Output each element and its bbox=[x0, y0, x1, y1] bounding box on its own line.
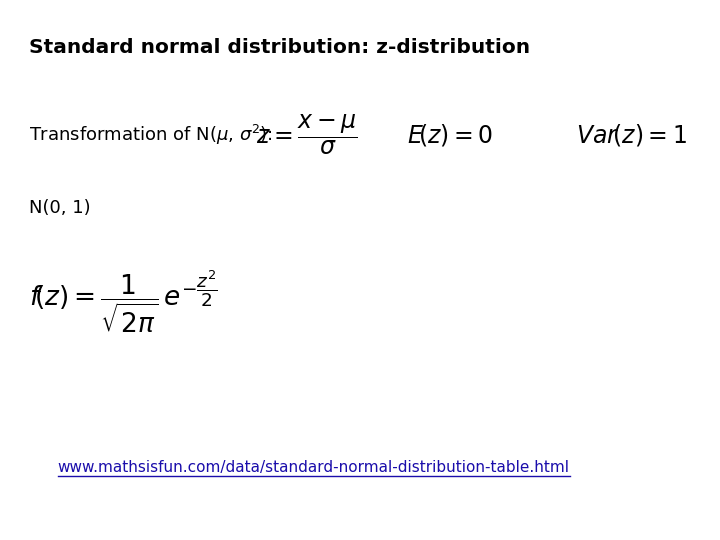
Text: $E\!\left(z\right) = 0$: $E\!\left(z\right) = 0$ bbox=[407, 122, 493, 148]
Text: Standard normal distribution: z-distribution: Standard normal distribution: z-distribu… bbox=[29, 38, 530, 57]
Text: $z = \dfrac{x - \mu}{\sigma}$: $z = \dfrac{x - \mu}{\sigma}$ bbox=[256, 113, 357, 157]
Text: Transformation of N($\mu$, $\sigma^2$):: Transformation of N($\mu$, $\sigma^2$): bbox=[29, 123, 273, 147]
Text: www.mathsisfun.com/data/standard-normal-distribution-table.html: www.mathsisfun.com/data/standard-normal-… bbox=[58, 460, 570, 475]
Text: $f\!\left(z\right)= \dfrac{1}{\sqrt{2\pi}}\,e^{-\dfrac{z^2}{2}}$: $f\!\left(z\right)= \dfrac{1}{\sqrt{2\pi… bbox=[29, 269, 217, 336]
Text: N(0, 1): N(0, 1) bbox=[29, 199, 91, 217]
Text: $\mathit{Var}\!\left(z\right) = 1$: $\mathit{Var}\!\left(z\right) = 1$ bbox=[576, 122, 687, 148]
